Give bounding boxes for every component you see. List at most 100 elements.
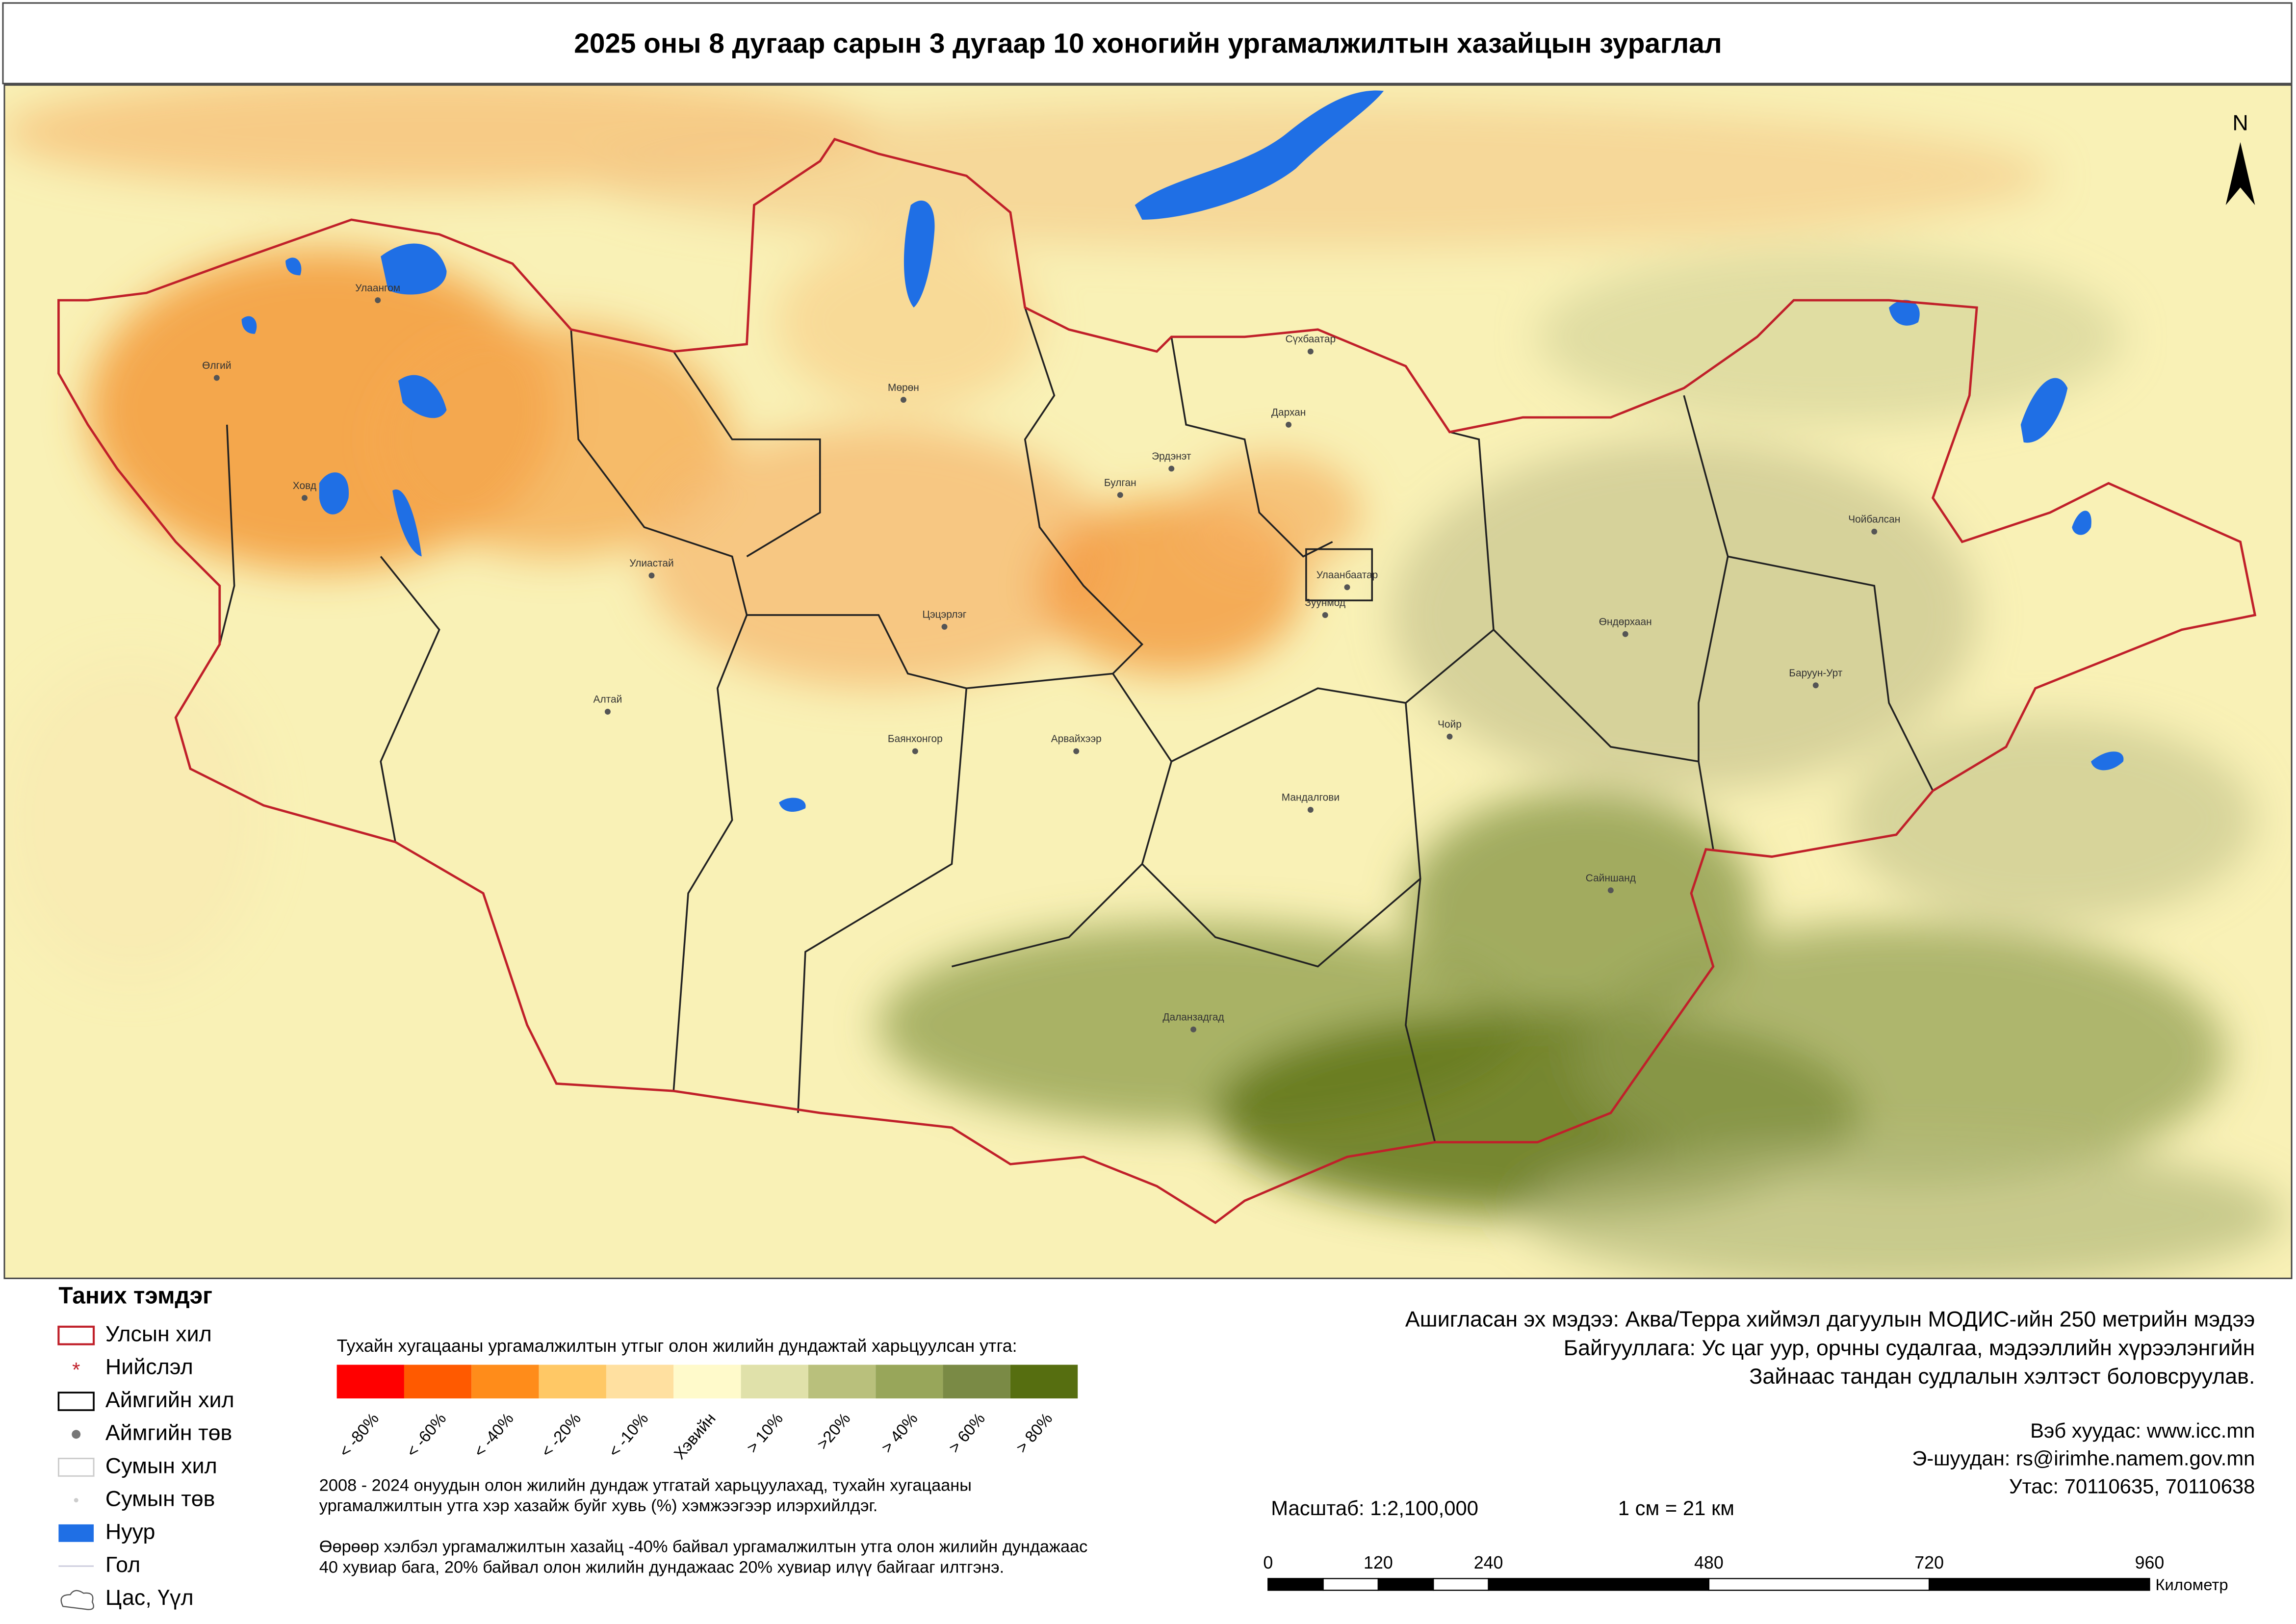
lake xyxy=(241,316,257,334)
color-class xyxy=(404,1365,472,1399)
aimag-center xyxy=(1322,612,1328,618)
color-class xyxy=(606,1365,674,1399)
national-border xyxy=(57,137,2257,1224)
scale-ratio: Масштаб: 1:2,100,000 xyxy=(1271,1496,1478,1520)
aimag-center xyxy=(1073,748,1080,754)
scale-segment xyxy=(1708,1578,1930,1591)
aimag-center xyxy=(213,375,220,381)
scale-unit: Километр xyxy=(2155,1575,2228,1594)
place-label: Чойр xyxy=(1438,719,1462,730)
north-arrow-shape xyxy=(2225,142,2255,206)
note-line: 2008 - 2024 онуудын олон жилийн дундаж у… xyxy=(319,1476,972,1495)
aimag-center xyxy=(1446,733,1453,740)
contact-line: Э-шуудан: rs@irimhe.namem.gov.mn xyxy=(1912,1447,2255,1470)
scale-tick-label: 480 xyxy=(1694,1553,1724,1572)
scale-tick-label: 240 xyxy=(1474,1553,1503,1572)
scale-segment xyxy=(1433,1578,1489,1591)
lakes xyxy=(241,90,2124,812)
title: 2025 оны 8 дугаар сарын 3 дугаар 10 хоно… xyxy=(574,28,1722,59)
legend-label: Сумын хил xyxy=(105,1453,217,1478)
aimag-center xyxy=(1812,682,1819,689)
legend-symbol xyxy=(57,1392,95,1411)
aimag-border xyxy=(380,556,440,843)
lake xyxy=(398,375,447,418)
aimag-center xyxy=(1607,887,1614,894)
title-box xyxy=(2,2,2293,84)
place-label: Булган xyxy=(1104,477,1136,489)
lake xyxy=(392,489,422,557)
lake xyxy=(2091,751,2124,771)
scale-segment xyxy=(1377,1578,1434,1591)
place-label: Зуунмод xyxy=(1305,597,1345,609)
place-label: Цэцэрлэг xyxy=(923,609,967,620)
aimag-center xyxy=(648,572,655,579)
aimag-center xyxy=(1168,465,1175,472)
aimag-center xyxy=(1286,421,1292,428)
note-line: ургамалжилтын утга хэр хазайж буйг хувь … xyxy=(319,1496,878,1515)
color-class xyxy=(808,1365,876,1399)
legend-symbol xyxy=(57,1458,95,1477)
color-class xyxy=(539,1365,606,1399)
aimag-center xyxy=(1622,631,1628,637)
info: Ашигласан эх мэдээ: Аква/Терра хиймэл да… xyxy=(1405,1307,2255,1498)
aimag-center xyxy=(301,495,308,501)
place-label: Сүхбаатар xyxy=(1286,334,1336,345)
aimag-center xyxy=(941,623,948,630)
aimag-border xyxy=(1024,307,1144,674)
lake xyxy=(2020,378,2068,443)
place-label: Баруун-Урт xyxy=(1789,668,1843,679)
aimag-border xyxy=(219,424,235,645)
aimag-center xyxy=(1307,348,1314,355)
place-label: Улиастай xyxy=(629,558,673,569)
aimag-center xyxy=(912,748,918,754)
legend-symbol xyxy=(57,1325,95,1345)
legend-label: Аймгийн хил xyxy=(105,1388,234,1412)
place-label: Даланзадгад xyxy=(1162,1011,1224,1023)
legend-label: Аймгийн төв xyxy=(105,1420,232,1445)
source-line: Байгууллага: Ус цаг уур, орчны судалгаа,… xyxy=(1564,1336,2255,1360)
aimag-border xyxy=(1170,336,1333,558)
place-label: Мөрөн xyxy=(888,382,919,393)
legend-symbol: * xyxy=(72,1358,80,1381)
anomaly-layer xyxy=(4,85,2284,1279)
scale-tick-label: 720 xyxy=(1914,1553,1944,1572)
color-class xyxy=(876,1365,943,1399)
aimag-center xyxy=(900,397,906,403)
legend-label: Цас, Үүл xyxy=(105,1585,194,1610)
map-frame: Улаангом Өлгий Ховд Улиастай Алтай Мөрөн Булга… xyxy=(4,85,2292,1279)
aimag-border xyxy=(1405,878,1436,1143)
place-label: Дархан xyxy=(1271,407,1306,418)
lake xyxy=(1135,90,1384,220)
color-scale-title: Тухайн хугацааны ургамалжилтын утгыг оло… xyxy=(337,1336,1017,1356)
lake xyxy=(903,200,935,308)
contact-line: Утас: 70110635, 70110638 xyxy=(2009,1474,2255,1497)
place-label: Өлгий xyxy=(202,360,231,371)
place-label: Чойбалсан xyxy=(1848,514,1900,525)
place-label: Эрдэнэт xyxy=(1152,451,1191,462)
aimag-border xyxy=(1405,431,1495,704)
aimag-border xyxy=(1683,395,1729,762)
legend-symbol xyxy=(72,1430,81,1439)
notes: 2008 - 2024 онуудын олон жилийн дундаж у… xyxy=(319,1476,1088,1576)
lake xyxy=(1889,300,1920,326)
north-label: N xyxy=(2232,111,2248,135)
aimag-border xyxy=(1493,629,1714,850)
aimag-center xyxy=(1190,1026,1197,1032)
aimag-center xyxy=(1344,584,1350,591)
color-class xyxy=(673,1365,741,1399)
place-label: Өндөрхаан xyxy=(1599,616,1652,627)
color-class xyxy=(1010,1365,1078,1399)
scale-segment xyxy=(1267,1578,1324,1591)
scale-segment xyxy=(1928,1578,2150,1591)
scale-tick-label: 960 xyxy=(2135,1553,2165,1572)
aimag-border xyxy=(1728,555,1934,792)
aimag-border xyxy=(952,672,1173,968)
legend-label: Улсын хил xyxy=(105,1322,212,1346)
source-line: Зайнаас тандан судлалын хэлтэст боловсру… xyxy=(1749,1364,2255,1389)
lake xyxy=(381,243,447,295)
lake xyxy=(779,798,806,812)
color-class xyxy=(336,1365,404,1399)
aimag-center xyxy=(375,297,381,304)
